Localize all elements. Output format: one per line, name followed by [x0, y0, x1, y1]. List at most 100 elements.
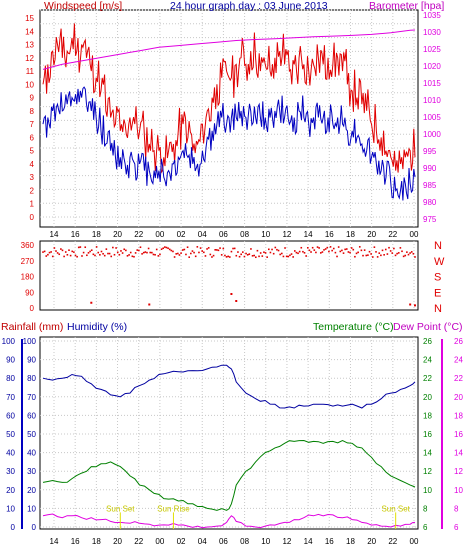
direction-point: [230, 250, 233, 253]
direction-point: [250, 248, 252, 250]
direction-point: [97, 251, 100, 254]
direction-point: [168, 248, 171, 251]
wind-x-tick-label: 18: [346, 230, 355, 239]
direction-point: [110, 255, 113, 258]
temperature-tick-label: 24: [423, 356, 432, 365]
direction-point: [272, 252, 275, 255]
direction-point: [73, 251, 75, 253]
direction-point: [61, 249, 64, 252]
direction-point: [222, 247, 225, 250]
windspeed-tick-label: 11: [26, 67, 35, 76]
dewpoint-tick-label: 6: [454, 523, 459, 532]
direction-point: [347, 251, 350, 253]
direction-point: [290, 253, 293, 255]
direction-point: [159, 253, 161, 256]
direction-point: [48, 251, 51, 254]
lower-x-tick-label: 14: [50, 537, 59, 546]
direction-point: [321, 251, 324, 253]
dewpoint-tick-label: 10: [454, 486, 463, 495]
direction-point: [66, 253, 69, 256]
humidity-tick-label: 30: [27, 467, 36, 476]
direction-point: [68, 249, 70, 251]
direction-point: [240, 253, 242, 256]
direction-point: [243, 255, 246, 258]
direction-point: [380, 254, 382, 257]
direction-point: [164, 246, 166, 248]
direction-tick-label: 90: [25, 288, 34, 297]
direction-point: [77, 246, 80, 249]
direction-point: [121, 252, 124, 254]
lower-x-tick-label: 16: [325, 537, 334, 546]
direction-point: [341, 249, 343, 252]
direction-tick-label: 360: [21, 241, 35, 250]
temperature-tick-label: 18: [423, 411, 432, 420]
windspeed-tick-label: 6: [30, 133, 35, 142]
direction-point: [147, 247, 150, 250]
barometer-tick-label: 1000: [423, 130, 441, 139]
direction-point: [112, 246, 114, 249]
direction-point: [308, 249, 311, 252]
direction-point: [284, 247, 286, 249]
windspeed-axis-label: Windspeed [m/s]: [44, 0, 123, 12]
barometer-tick-label: 995: [423, 147, 437, 156]
direction-point: [90, 249, 93, 251]
direction-point: [144, 251, 147, 253]
direction-point: [407, 253, 410, 256]
wind-x-tick-label: 06: [219, 230, 228, 239]
windspeed-tick-label: 9: [30, 94, 35, 103]
direction-outlier-point: [414, 304, 416, 307]
humidity-tick-label: 20: [27, 486, 36, 495]
rainfall-tick-label: 0: [11, 523, 16, 532]
lower-panel-frame: [39, 336, 419, 530]
windspeed-tick-label: 10: [25, 80, 34, 89]
direction-point: [394, 254, 397, 257]
compass-label: E: [434, 287, 441, 299]
direction-point: [365, 254, 368, 257]
direction-point: [362, 254, 364, 257]
direction-point: [269, 251, 272, 254]
direction-point: [94, 254, 96, 257]
dewpoint-tick-label: 16: [454, 430, 463, 439]
direction-point: [82, 251, 85, 254]
direction-point: [279, 253, 281, 256]
direction-point: [47, 253, 49, 256]
direction-point: [246, 254, 249, 256]
direction-point: [113, 253, 116, 256]
direction-point: [207, 247, 210, 249]
direction-point: [170, 249, 173, 252]
direction-point: [235, 254, 238, 257]
direction-point: [136, 249, 139, 251]
direction-point: [131, 255, 134, 258]
temperature-tick-label: 12: [423, 467, 432, 476]
direction-point: [389, 250, 392, 252]
temperature-axis-label: Temperature (°C): [313, 321, 394, 333]
direction-point: [287, 255, 290, 258]
direction-point: [53, 247, 56, 249]
direction-point: [51, 255, 54, 258]
direction-point: [373, 246, 376, 248]
direction-tick-label: 180: [21, 273, 35, 282]
direction-point: [349, 251, 351, 254]
direction-point: [355, 252, 358, 255]
wind-x-tick-label: 00: [410, 230, 419, 239]
direction-point: [108, 252, 111, 255]
rainfall-tick-label: 40: [6, 449, 15, 458]
direction-point: [229, 256, 231, 258]
wind-x-tick-label: 08: [240, 230, 249, 239]
direction-point: [232, 247, 234, 250]
direction-point: [79, 246, 82, 248]
direction-point: [315, 251, 317, 254]
direction-point: [209, 253, 212, 256]
barometer-tick-label: 1020: [423, 62, 441, 71]
direction-point: [193, 251, 195, 254]
direction-point: [344, 248, 346, 251]
direction-point: [199, 247, 202, 249]
direction-point: [331, 249, 333, 252]
direction-point: [300, 246, 303, 249]
direction-point: [345, 248, 348, 250]
direction-point: [60, 248, 62, 250]
direction-point: [378, 252, 381, 254]
sun-annotation-label: Sun Set: [381, 504, 410, 513]
wind-x-tick-label: 14: [304, 230, 313, 239]
direction-panel-frame: [39, 240, 419, 311]
